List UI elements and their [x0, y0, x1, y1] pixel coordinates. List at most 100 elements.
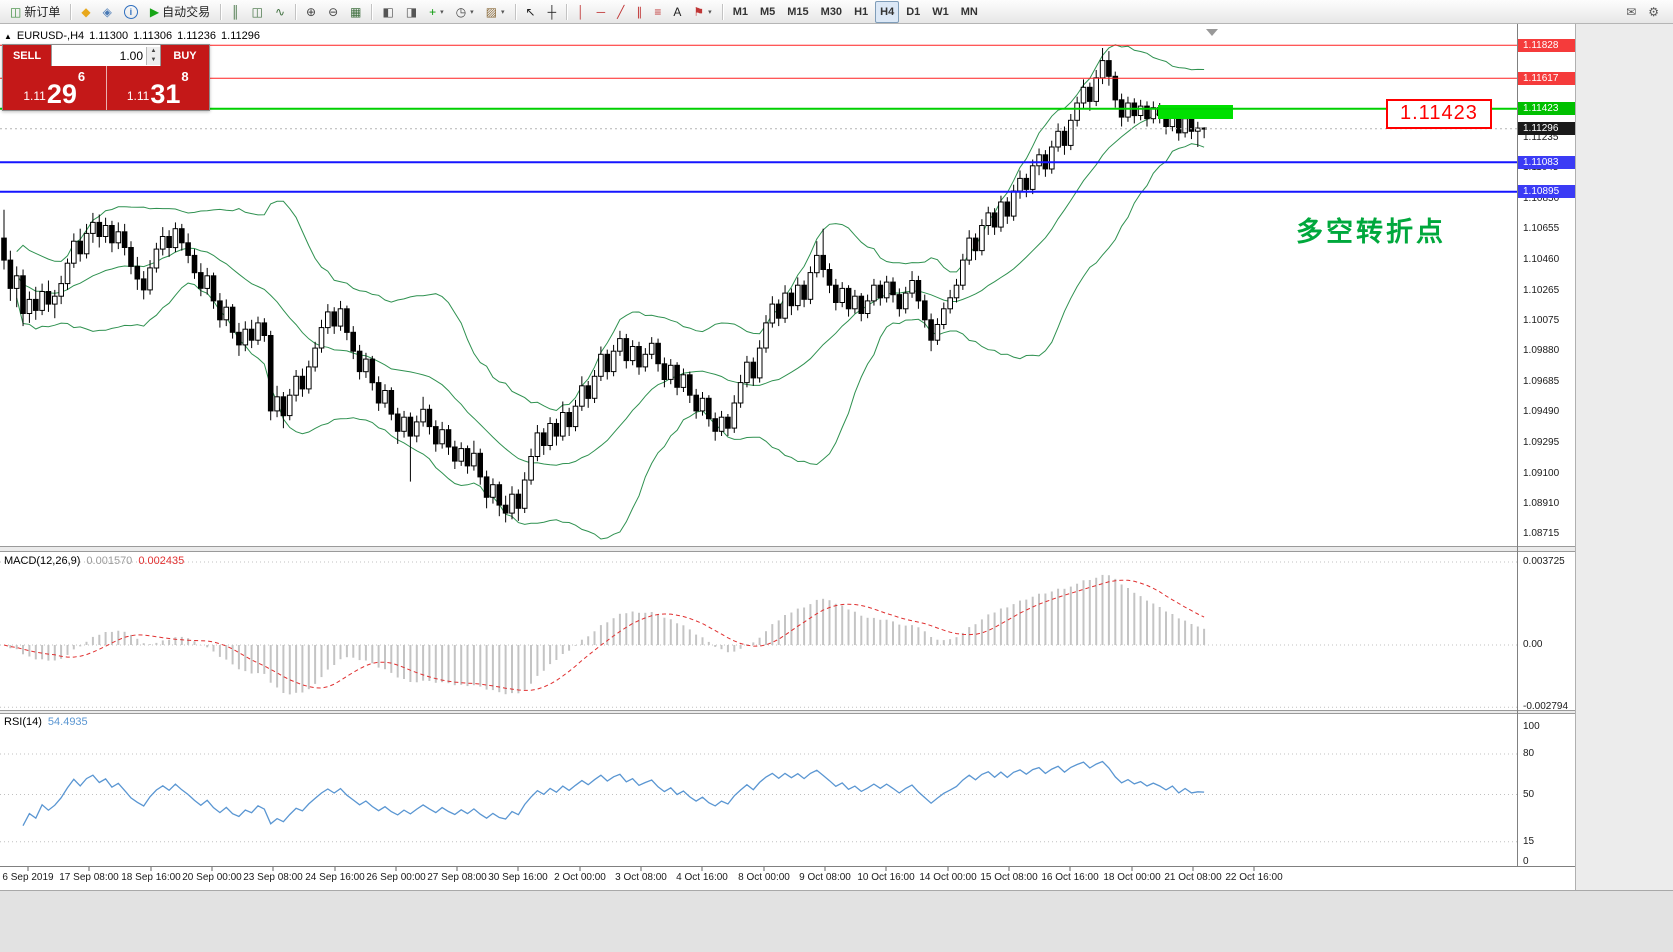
candle-body [255, 322, 261, 341]
zoom-in-icon: ⊕ [306, 4, 317, 19]
trendline-icon: ╱ [617, 4, 625, 19]
macd-panel[interactable] [0, 561, 1517, 708]
cascade-windows-button[interactable]: ◨ [401, 1, 422, 23]
price-callout[interactable]: 1.11423 [1386, 99, 1492, 129]
low-value: 1.11236 [177, 30, 217, 42]
time-axis-label: 2 Oct 00:00 [554, 872, 606, 883]
new-order-button[interactable]: ◫ 新订单 [5, 1, 65, 23]
candlestick-chart-button[interactable]: ◫ [247, 1, 268, 23]
trendline-button[interactable]: ╱ [612, 1, 629, 23]
cascade-windows-icon: ◨ [405, 4, 418, 19]
expert-advisors-button[interactable]: ◆ [76, 1, 95, 23]
toolbar-separator [70, 3, 72, 20]
price-scale-label: 0.00 [1523, 639, 1543, 650]
macd-indicator-label: MACD(12,26,9) 0.001570 0.002435 [4, 555, 184, 567]
price-scale[interactable]: 1.112351.110451.108501.106551.104601.102… [1518, 24, 1575, 867]
templates-button[interactable]: ▨ ▾ [481, 1, 510, 23]
arrows-button[interactable]: ⚑ ▾ [688, 1, 716, 23]
data-window-button[interactable]: i [119, 1, 143, 23]
time-axis-label: 21 Oct 08:00 [1164, 872, 1222, 883]
cursor-button[interactable]: ↖ [521, 1, 541, 23]
candle-body [77, 240, 84, 255]
candle-body [547, 423, 553, 446]
buy-price-button[interactable]: 1.11 31 8 [107, 66, 210, 110]
buy-button[interactable]: BUY [161, 45, 209, 66]
settings-button[interactable]: ⚙ [1643, 1, 1664, 23]
zoom-in-button[interactable]: ⊕ [301, 1, 321, 23]
candle-body [52, 295, 58, 305]
zoom-out-button[interactable]: ⊖ [323, 1, 343, 23]
candle-body [191, 254, 198, 274]
annotation-text[interactable]: 多空转折点 [1296, 217, 1446, 247]
candle-body [680, 374, 687, 388]
panel-separator[interactable] [0, 546, 1575, 552]
candle-body [45, 291, 52, 305]
candle-body [204, 275, 210, 289]
vertical-line-button[interactable]: │ [572, 1, 590, 23]
scripts-button[interactable]: ◈ [98, 1, 117, 23]
volume-down-icon[interactable]: ▼ [147, 55, 160, 65]
candle-body [407, 416, 414, 437]
fibonacci-button[interactable]: ≡ [649, 1, 666, 23]
candle-body [890, 281, 896, 296]
alerts-icon: ✉ [1626, 4, 1637, 19]
candle-body [166, 236, 172, 248]
candle-body [763, 322, 769, 349]
candle-body [1188, 118, 1195, 132]
tf-w1-button[interactable]: W1 [927, 1, 954, 23]
main-price-panel[interactable] [1, 44, 1233, 540]
candle-body [528, 456, 534, 481]
periods-button[interactable]: ◷ ▾ [451, 1, 479, 23]
grid-button[interactable]: ▦ [345, 1, 366, 23]
tf-m30-button[interactable]: M30 [816, 1, 847, 23]
tf-w1-button-label: W1 [932, 5, 949, 18]
candlestick-chart-icon: ◫ [251, 4, 263, 19]
autotrading-button[interactable]: ▶ 自动交易 [145, 1, 215, 23]
alerts-button[interactable]: ✉ [1621, 1, 1641, 23]
sell-price-prefix: 1.11 [23, 89, 46, 103]
arrows-icon: ⚑ [693, 4, 705, 19]
tf-m15-button[interactable]: M15 [782, 1, 813, 23]
tf-h4-button[interactable]: H4 [875, 0, 900, 23]
candle-body [83, 232, 90, 255]
sell-price-button[interactable]: 1.11 29 6 [3, 66, 107, 110]
chart-window[interactable]: ▲ EURUSD-,H4 1.11300 1.11306 1.11236 1.1… [0, 24, 1575, 890]
sell-button[interactable]: SELL [3, 45, 51, 66]
cursor-icon: ↖ [525, 4, 536, 19]
horizontal-line-button[interactable]: ─ [592, 1, 611, 23]
price-scale-label: 50 [1523, 788, 1535, 800]
crosshair-button[interactable]: ┼ [543, 1, 562, 23]
buy-price-point: 8 [181, 69, 189, 84]
tf-d1-button[interactable]: D1 [901, 1, 925, 23]
candle-body [33, 298, 39, 311]
volume-up-icon[interactable]: ▲ [147, 46, 160, 56]
tf-h1-button[interactable]: H1 [849, 1, 873, 23]
tf-m5-button[interactable]: M5 [755, 1, 780, 23]
tf-m5-button-label: M5 [759, 5, 776, 18]
chart-canvas[interactable] [0, 24, 1575, 890]
time-axis[interactable]: 6 Sep 2019 17 Sep 08:00 18 Sep 16:00 20 Sep… [0, 866, 1575, 890]
indicators-button[interactable]: + ▾ [424, 1, 449, 23]
candle-body [128, 247, 134, 267]
candle-body [966, 237, 973, 261]
high-value: 1.11306 [133, 30, 173, 42]
candle-body [433, 426, 439, 445]
candle-body [490, 484, 496, 498]
panel-separator[interactable] [0, 710, 1575, 714]
bar-chart-button[interactable]: ║ [226, 1, 245, 23]
rectangle-object[interactable] [1158, 105, 1233, 119]
candle-body [655, 342, 661, 365]
candle-body [1125, 102, 1131, 118]
channel-button[interactable]: ∥ [631, 1, 647, 23]
volume-input[interactable] [52, 47, 146, 64]
candle-body [509, 493, 515, 514]
text-button[interactable]: A [668, 1, 686, 23]
tf-m1-button[interactable]: M1 [728, 1, 753, 23]
price-scale-label: 0.003725 [1523, 556, 1565, 567]
tf-mn-button[interactable]: MN [956, 1, 983, 23]
rsi-panel[interactable] [0, 753, 1517, 843]
candle-body [306, 366, 312, 390]
tile-windows-button[interactable]: ◧ [377, 1, 398, 23]
dropdown-caret-icon: ▾ [501, 8, 505, 16]
line-chart-button[interactable]: ∿ [270, 1, 290, 23]
